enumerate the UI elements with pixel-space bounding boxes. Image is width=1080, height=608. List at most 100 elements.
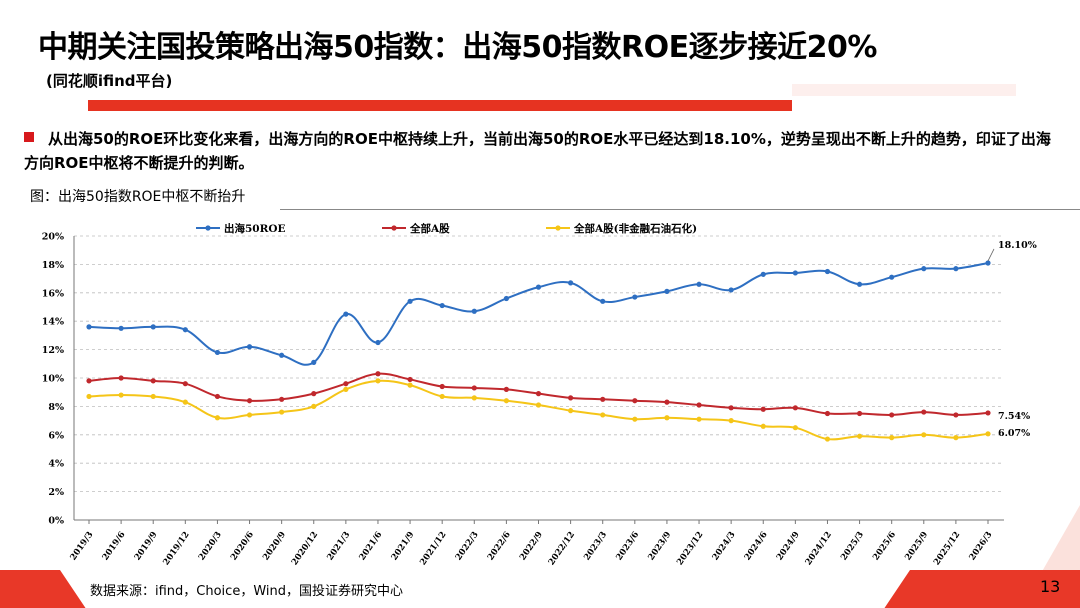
- x-tick-label: 2023/12: [675, 530, 705, 567]
- data-point-series-2: [728, 405, 734, 411]
- data-point-series-1: [889, 274, 895, 280]
- legend-entry: 出海50ROE: [224, 222, 286, 235]
- page-number: 13: [1040, 577, 1061, 596]
- y-tick-label: 20%: [42, 232, 64, 243]
- x-tick-label: 2022/6: [486, 530, 513, 563]
- data-point-series-1: [600, 298, 606, 304]
- roe-line-chart: 0%2%4%6%8%10%12%14%16%18%20% 2019/3 2019/…: [42, 222, 1037, 567]
- data-point-series-2: [343, 381, 349, 387]
- x-tick-label: 2022/9: [518, 530, 545, 563]
- data-point-series-2: [696, 402, 702, 408]
- data-point-series-3: [279, 409, 285, 415]
- data-point-series-3: [471, 395, 477, 401]
- y-tick-label: 10%: [42, 374, 64, 385]
- data-point-series-3: [760, 423, 766, 429]
- x-tick-label: 2019/3: [69, 530, 96, 563]
- x-tick-label: 2026/3: [968, 530, 995, 563]
- legend-entry: 全部A股: [409, 222, 450, 235]
- data-point-series-1: [760, 271, 766, 277]
- data-point-series-1: [824, 268, 831, 275]
- caption-divider: [280, 209, 1080, 210]
- data-point-series-1: [375, 339, 381, 346]
- data-point-series-3: [600, 412, 606, 418]
- x-tick-label: 2021/9: [390, 530, 417, 563]
- x-tick-label: 2025/9: [903, 530, 930, 563]
- data-point-series-1: [856, 281, 863, 287]
- x-tick-label: 2023/9: [646, 530, 673, 563]
- chart-series: 18.10% 7.54% 6.07%: [86, 240, 1037, 442]
- x-tick-label: 2020/9: [261, 530, 288, 563]
- y-tick-label: 16%: [42, 288, 64, 299]
- data-point-series-3: [246, 412, 253, 418]
- page-title: 中期关注国投策略出海50指数：出海50指数ROE逐步接近20%: [38, 30, 877, 65]
- x-tick-label: 2022/12: [547, 530, 577, 567]
- data-point-series-3: [889, 435, 895, 441]
- data-point-series-1: [728, 287, 734, 293]
- data-point-series-1: [664, 288, 670, 294]
- page-subtitle: (同花顺ifind平台): [46, 72, 173, 90]
- chart-axes: [73, 236, 1004, 524]
- data-point-series-3: [407, 382, 413, 388]
- data-point-series-3: [856, 433, 863, 439]
- data-point-series-1: [953, 266, 959, 272]
- legend-marker: [205, 225, 211, 231]
- data-point-series-2: [632, 398, 638, 404]
- legend-marker: [555, 225, 561, 231]
- y-tick-label: 6%: [48, 430, 64, 441]
- x-tick-label: 2019/6: [101, 530, 128, 563]
- x-tick-label: 2024/6: [743, 530, 770, 563]
- y-tick-label: 14%: [42, 317, 64, 328]
- end-value-label: 7.54%: [998, 411, 1030, 422]
- x-tick-label: 2020/3: [197, 530, 224, 563]
- data-point-series-2: [471, 385, 477, 391]
- footer-panel: [60, 570, 910, 608]
- data-point-series-3: [921, 432, 927, 438]
- end-label-leader: [987, 248, 995, 262]
- data-point-series-2: [600, 396, 606, 402]
- data-point-series-2: [503, 386, 509, 392]
- data-point-series-1: [150, 324, 156, 330]
- title-underline-bar: [88, 100, 792, 111]
- y-tick-labels: 0% 2% 4% 6% 8% 10% 12% 14% 16% 18% 20%: [42, 232, 64, 527]
- data-point-series-2: [985, 410, 991, 416]
- data-point-series-3: [86, 393, 92, 400]
- data-point-series-3: [535, 402, 542, 408]
- y-tick-label: 12%: [42, 345, 64, 356]
- legend-entry: 全部A股(非金融石油石化): [573, 222, 697, 235]
- x-tick-label: 2019/12: [161, 530, 191, 567]
- data-point-series-1: [471, 308, 477, 314]
- data-point-series-3: [118, 392, 124, 398]
- data-point-series-1: [568, 280, 574, 286]
- data-point-series-3: [343, 386, 349, 392]
- data-point-series-3: [953, 435, 959, 441]
- data-point-series-2: [246, 398, 253, 404]
- bullet-square-icon: [24, 132, 34, 142]
- y-tick-label: 2%: [48, 487, 64, 498]
- chart-gridlines: [74, 235, 1004, 493]
- chart-legend: 出海50ROE 全部A股 全部A股(非金融石油石化): [196, 222, 697, 235]
- x-tick-label: 2023/3: [582, 530, 609, 563]
- data-point-series-1: [632, 294, 638, 300]
- x-tick-label: 2024/12: [804, 530, 834, 567]
- data-point-series-2: [664, 399, 670, 405]
- data-point-series-2: [118, 375, 124, 381]
- data-point-series-2: [407, 376, 413, 383]
- data-point-series-1: [921, 266, 927, 272]
- end-value-label: 6.07%: [998, 428, 1030, 439]
- x-tick-label: 2025/6: [871, 530, 898, 563]
- data-point-series-2: [182, 381, 188, 387]
- data-point-series-2: [150, 378, 156, 384]
- data-point-series-1: [503, 295, 509, 302]
- data-point-series-2: [535, 391, 542, 397]
- x-tick-label: 2020/12: [290, 530, 320, 567]
- data-point-series-3: [568, 408, 574, 414]
- data-point-series-3: [696, 416, 702, 422]
- data-point-series-2: [824, 410, 831, 417]
- y-tick-label: 18%: [42, 260, 64, 271]
- data-point-series-1: [696, 281, 702, 287]
- data-point-series-2: [953, 412, 959, 418]
- data-point-series-1: [343, 311, 349, 317]
- data-point-series-2: [760, 406, 766, 412]
- data-point-series-2: [279, 396, 285, 402]
- data-point-series-1: [439, 302, 445, 309]
